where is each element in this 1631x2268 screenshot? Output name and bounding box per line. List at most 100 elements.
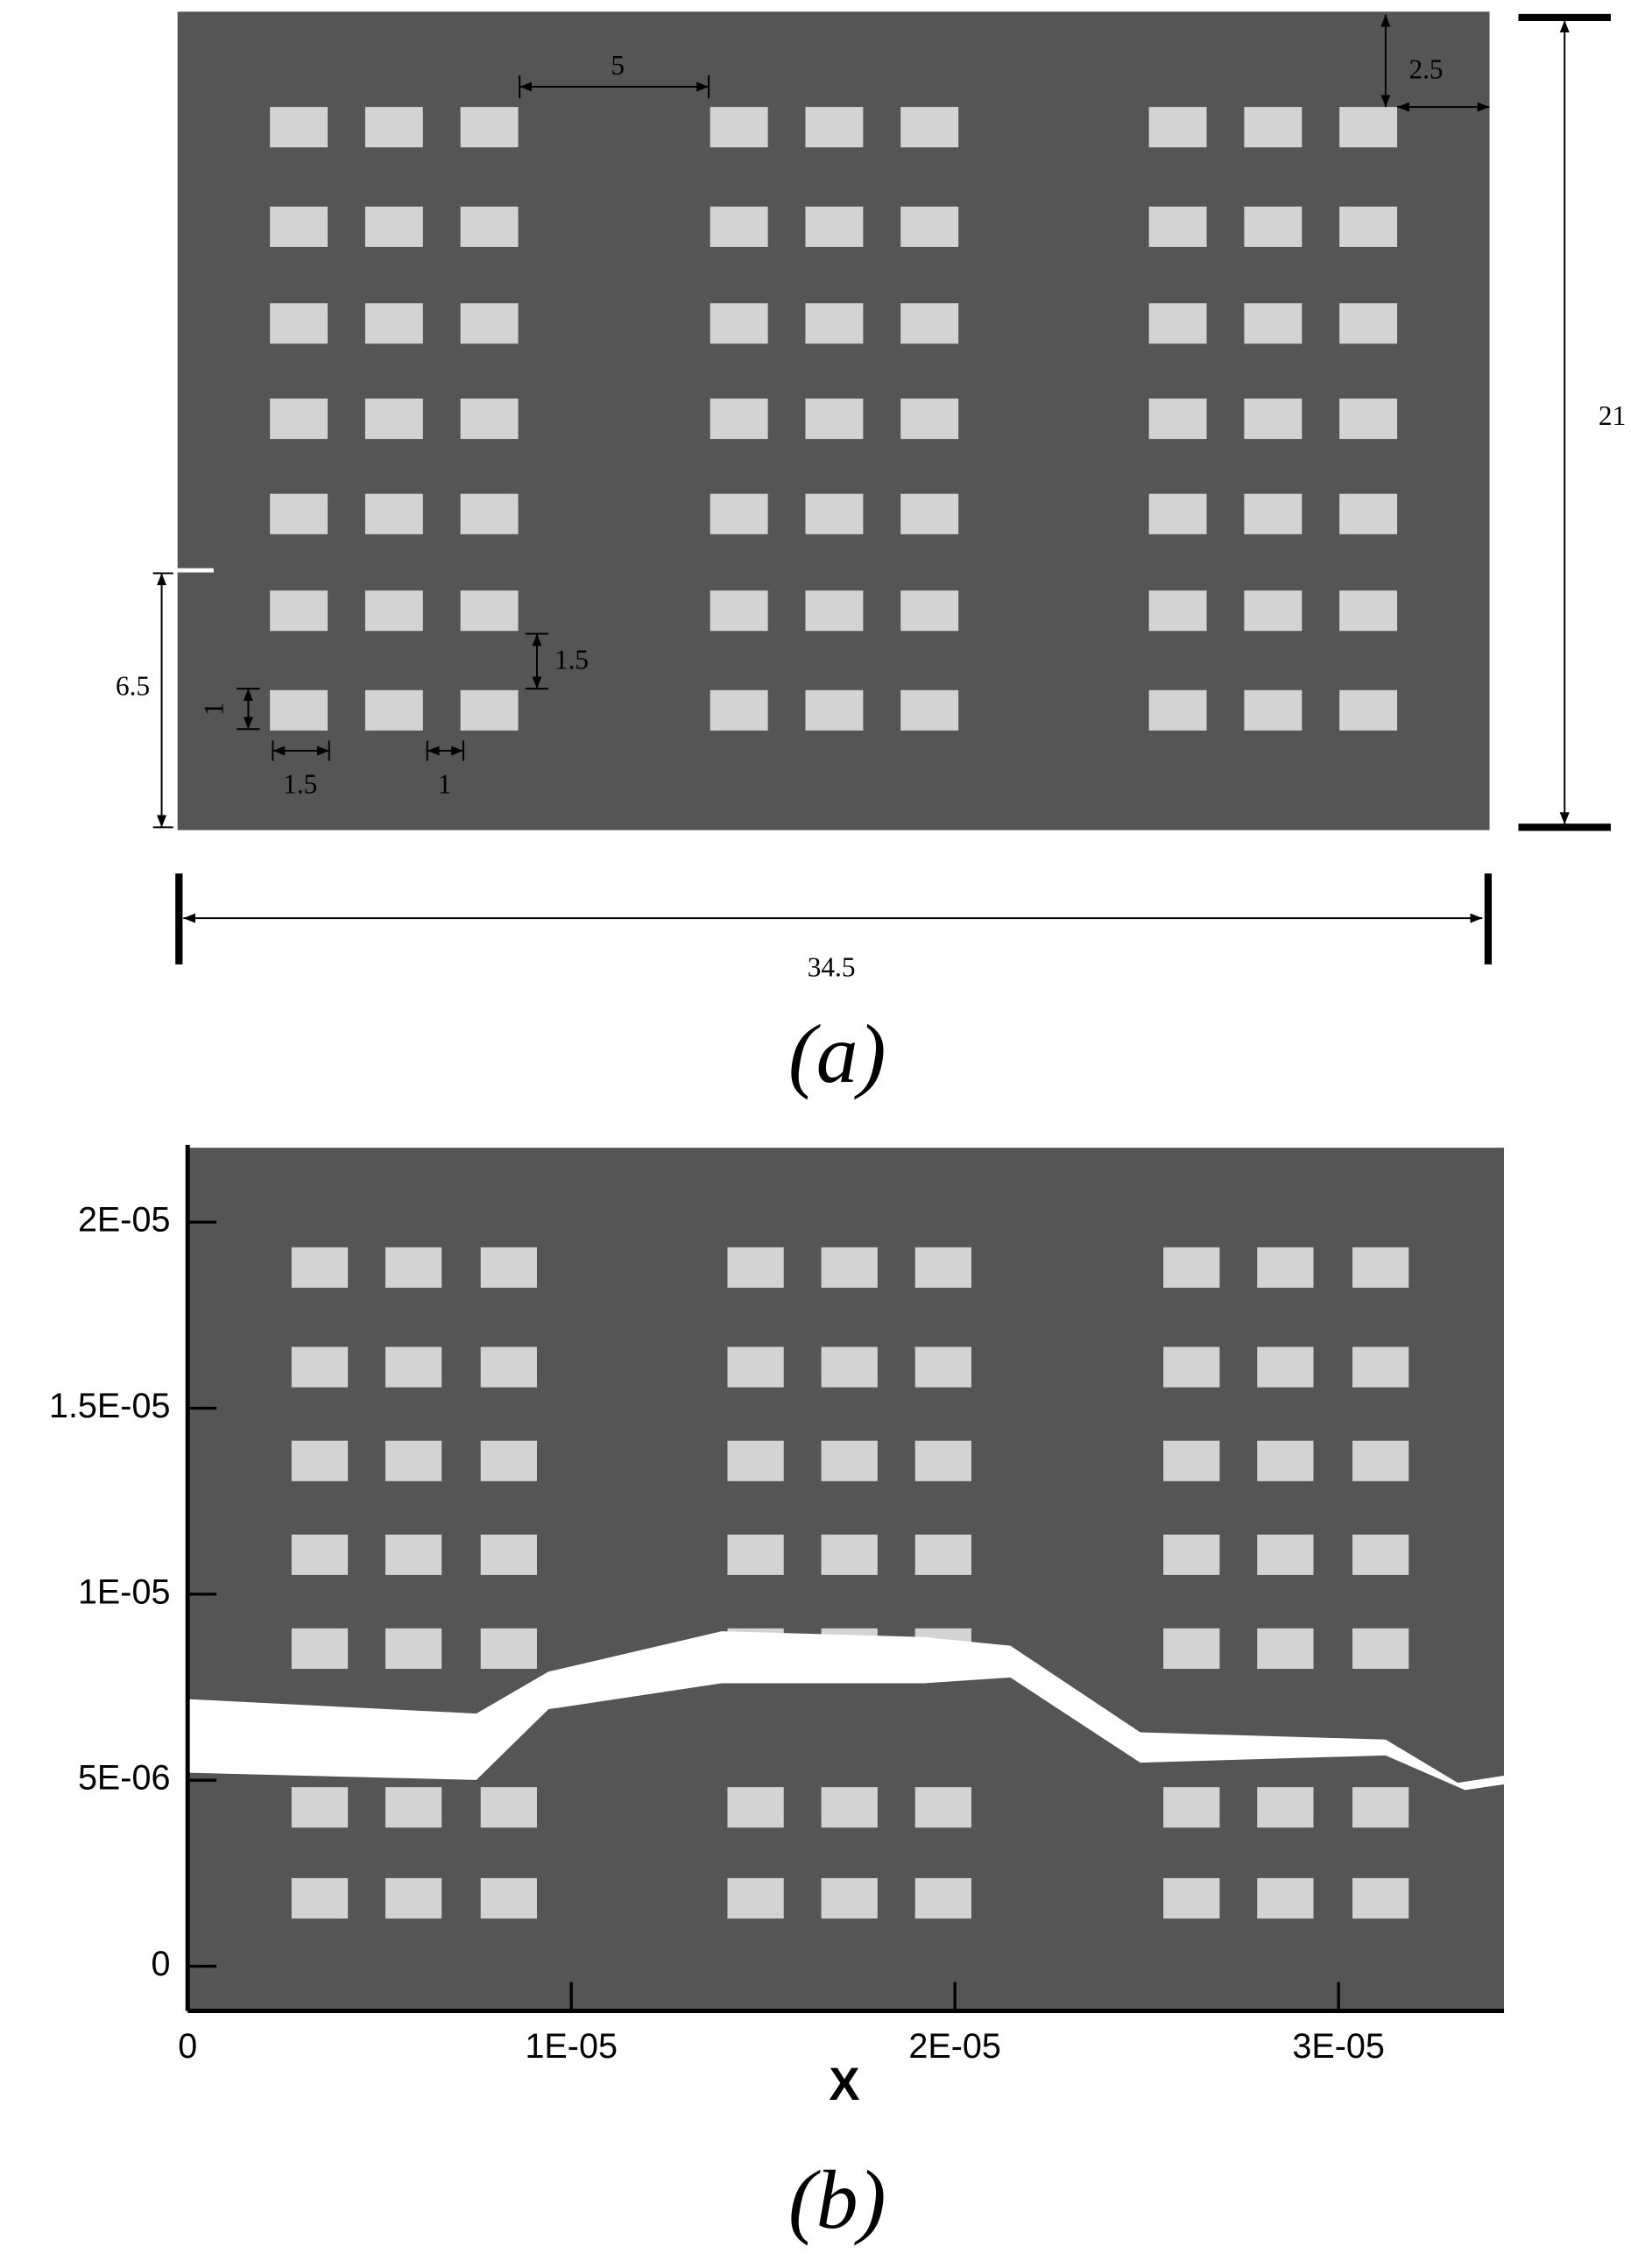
block	[1148, 398, 1207, 440]
block	[1257, 1247, 1314, 1288]
block	[1163, 1440, 1220, 1481]
x-tick-label: 3E-05	[1292, 2027, 1385, 2066]
block	[1339, 206, 1398, 247]
block	[270, 689, 328, 731]
block	[1244, 689, 1303, 731]
block	[710, 107, 768, 148]
block	[480, 1628, 537, 1670]
block	[1163, 1346, 1220, 1388]
y-tick-label: 5E-06	[78, 1759, 171, 1798]
block	[1352, 1534, 1409, 1575]
block	[291, 1787, 349, 1828]
block	[900, 493, 959, 534]
block	[291, 1877, 349, 1919]
block	[914, 1534, 971, 1575]
block	[1352, 1877, 1409, 1919]
block	[710, 493, 768, 534]
block	[291, 1628, 349, 1670]
block	[821, 1346, 878, 1388]
block	[727, 1534, 784, 1575]
block	[1163, 1787, 1220, 1828]
block	[914, 1346, 971, 1388]
dimension-labels: 5 2.5 21 6.5 1.5 1 1.5 1 34.5 (a)	[116, 50, 1626, 1100]
block	[364, 206, 423, 247]
block	[1244, 493, 1303, 534]
block	[821, 1440, 878, 1481]
block	[460, 206, 519, 247]
block	[291, 1440, 349, 1481]
block	[1244, 107, 1303, 148]
x-axis-label: X	[829, 2059, 859, 2110]
block	[364, 590, 423, 632]
block	[460, 398, 519, 440]
block	[727, 1787, 784, 1828]
block	[805, 303, 864, 344]
block	[1257, 1346, 1314, 1388]
block	[364, 107, 423, 148]
block	[1244, 303, 1303, 344]
block	[1352, 1440, 1409, 1481]
block	[821, 1877, 878, 1919]
block	[1163, 1534, 1220, 1575]
block	[1244, 590, 1303, 632]
block	[291, 1247, 349, 1288]
block	[385, 1440, 442, 1481]
block	[900, 107, 959, 148]
block	[385, 1628, 442, 1670]
block	[270, 398, 328, 440]
block	[1339, 107, 1398, 148]
crack-path	[187, 1631, 1504, 1791]
block	[270, 107, 328, 148]
dim-label: 1.5	[554, 645, 589, 675]
dim-label: 1.5	[283, 768, 317, 799]
block	[385, 1346, 442, 1388]
block	[1339, 493, 1398, 534]
block	[1163, 1877, 1220, 1919]
dim-label: 1	[438, 768, 452, 799]
block	[291, 1346, 349, 1388]
block	[364, 689, 423, 731]
block	[1148, 493, 1207, 534]
y-tick-label: 2E-05	[78, 1201, 171, 1240]
block	[805, 206, 864, 247]
caption: (a)	[788, 1007, 886, 1100]
block	[460, 107, 519, 148]
block	[821, 1534, 878, 1575]
block	[805, 590, 864, 632]
block	[270, 590, 328, 632]
block	[727, 1440, 784, 1481]
block	[710, 590, 768, 632]
block	[914, 1247, 971, 1288]
block	[821, 1787, 878, 1828]
block	[460, 303, 519, 344]
block	[1244, 206, 1303, 247]
block	[1339, 689, 1398, 731]
block	[900, 303, 959, 344]
block	[480, 1440, 537, 1481]
block	[1148, 107, 1207, 148]
block	[460, 493, 519, 534]
block	[1352, 1346, 1409, 1388]
block	[385, 1877, 442, 1919]
dim-label: 5	[611, 50, 625, 81]
block	[385, 1247, 442, 1288]
block	[1148, 303, 1207, 344]
block	[1148, 590, 1207, 632]
block	[291, 1534, 349, 1575]
block	[1339, 398, 1398, 440]
block	[900, 689, 959, 731]
block	[914, 1787, 971, 1828]
block	[900, 398, 959, 440]
block	[480, 1247, 537, 1288]
x-tick-label: 1E-05	[525, 2027, 618, 2066]
block	[900, 206, 959, 247]
block	[460, 689, 519, 731]
block	[914, 1877, 971, 1919]
block	[1257, 1534, 1314, 1575]
block	[480, 1534, 537, 1575]
block	[900, 590, 959, 632]
block	[805, 689, 864, 731]
block	[1257, 1787, 1314, 1828]
